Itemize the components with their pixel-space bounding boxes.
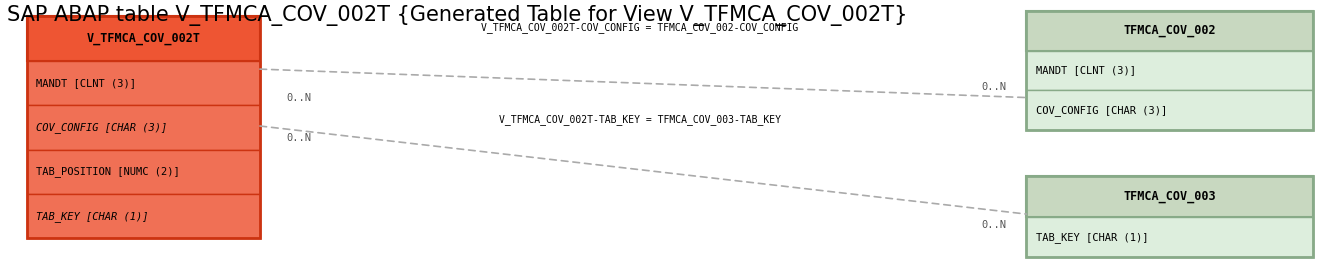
Text: TFMCA_COV_002: TFMCA_COV_002 [1124,24,1216,37]
FancyBboxPatch shape [1026,90,1313,130]
Text: MANDT [CLNT (3)]: MANDT [CLNT (3)] [1036,66,1136,75]
Text: 0..N: 0..N [981,220,1006,230]
Text: V_TFMCA_COV_002T-COV_CONFIG = TFMCA_COV_002-COV_CONFIG: V_TFMCA_COV_002T-COV_CONFIG = TFMCA_COV_… [481,22,798,33]
Text: 0..N: 0..N [287,93,312,102]
Text: MANDT [CLNT (3)]: MANDT [CLNT (3)] [36,78,136,88]
Text: TAB_POSITION [NUMC (2)]: TAB_POSITION [NUMC (2)] [36,166,180,177]
Text: COV_CONFIG [CHAR (3)]: COV_CONFIG [CHAR (3)] [1036,105,1166,116]
FancyBboxPatch shape [1026,11,1313,51]
Text: TAB_KEY [CHAR (1)]: TAB_KEY [CHAR (1)] [36,211,148,222]
FancyBboxPatch shape [1026,176,1313,217]
FancyBboxPatch shape [27,61,260,105]
Text: TFMCA_COV_003: TFMCA_COV_003 [1124,190,1216,203]
FancyBboxPatch shape [1026,51,1313,90]
Text: TAB_KEY [CHAR (1)]: TAB_KEY [CHAR (1)] [1036,232,1148,243]
Text: COV_CONFIG [CHAR (3)]: COV_CONFIG [CHAR (3)] [36,122,167,133]
FancyBboxPatch shape [27,16,260,61]
Text: V_TFMCA_COV_002T-TAB_KEY = TFMCA_COV_003-TAB_KEY: V_TFMCA_COV_002T-TAB_KEY = TFMCA_COV_003… [499,114,781,125]
Text: SAP ABAP table V_TFMCA_COV_002T {Generated Table for View V_TFMCA_COV_002T}: SAP ABAP table V_TFMCA_COV_002T {Generat… [7,5,906,26]
Text: V_TFMCA_COV_002T: V_TFMCA_COV_002T [87,32,200,45]
FancyBboxPatch shape [27,105,260,150]
FancyBboxPatch shape [27,194,260,238]
FancyBboxPatch shape [27,150,260,194]
Text: 0..N: 0..N [981,82,1006,92]
FancyBboxPatch shape [1026,217,1313,257]
Text: 0..N: 0..N [287,133,312,143]
